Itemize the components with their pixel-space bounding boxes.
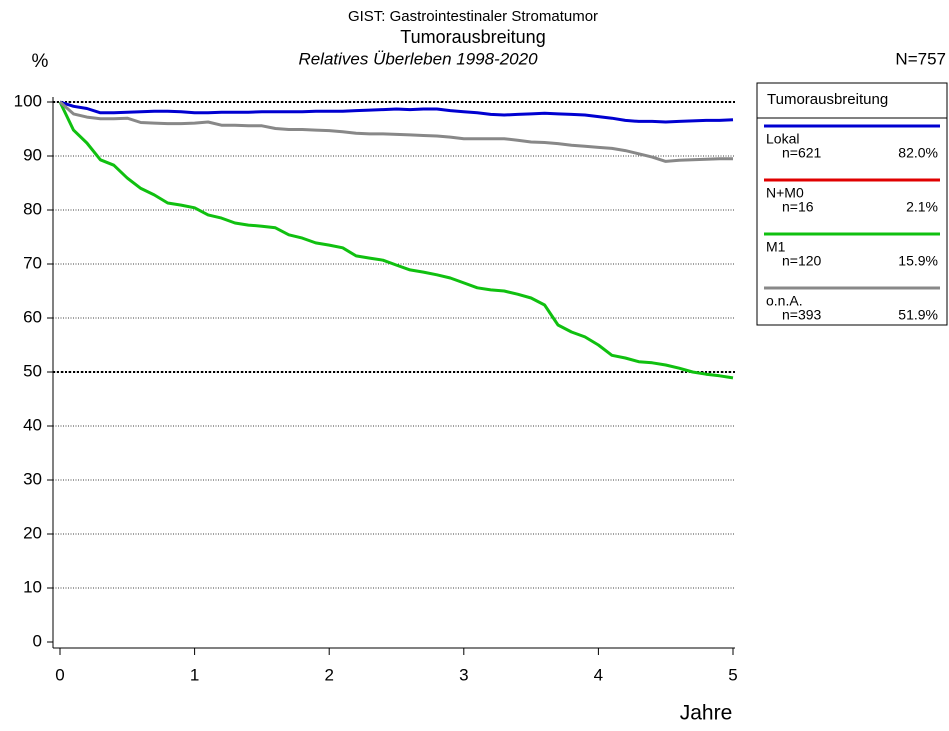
legend-label: Lokal (766, 131, 799, 147)
x-tick-label: 1 (190, 665, 199, 684)
y-tick-label: 90 (23, 145, 42, 164)
y-tick-label: 20 (23, 523, 42, 542)
legend-n: n=393 (782, 307, 822, 323)
y-tick-label: 80 (23, 199, 42, 218)
legend-title: Tumorausbreitung (767, 91, 888, 108)
chart-subtitle: Tumorausbreitung (400, 27, 545, 47)
legend-n: n=16 (782, 199, 814, 215)
legend-label: o.n.A. (766, 293, 803, 309)
x-tick-label: 5 (728, 665, 737, 684)
legend-percent: 82.0% (898, 145, 938, 161)
legend-n: n=120 (782, 253, 822, 269)
y-tick-label: 30 (23, 469, 42, 488)
y-tick-label: 60 (23, 307, 42, 326)
x-axis-label: Jahre (680, 702, 733, 725)
total-count: N=757 (895, 49, 946, 68)
y-tick-label: 70 (23, 253, 42, 272)
legend-n: n=621 (782, 145, 822, 161)
x-tick-label: 3 (459, 665, 468, 684)
y-tick-label: 10 (23, 577, 42, 596)
legend-label: M1 (766, 239, 786, 255)
y-tick-label: 40 (23, 415, 42, 434)
y-tick-label: 100 (14, 91, 42, 110)
legend-label: N+M0 (766, 185, 804, 201)
x-tick-label: 4 (594, 665, 603, 684)
y-axis-label: % (32, 51, 49, 72)
legend-percent: 51.9% (898, 307, 938, 323)
survival-line (59, 100, 734, 124)
x-tick-label: 0 (55, 665, 64, 684)
legend-box (756, 82, 948, 326)
survival-line (59, 100, 733, 163)
legend-percent: 2.1% (906, 199, 938, 215)
survival-line (58, 101, 734, 380)
y-tick-label: 50 (23, 361, 42, 380)
legend-percent: 15.9% (898, 253, 938, 269)
y-tick-label: 0 (33, 631, 42, 650)
chart-subtitle2: Relatives Überleben 1998-2020 (298, 49, 538, 68)
x-tick-label: 2 (324, 665, 333, 684)
chart-title: GIST: Gastrointestinaler Stromatumor (348, 8, 598, 25)
